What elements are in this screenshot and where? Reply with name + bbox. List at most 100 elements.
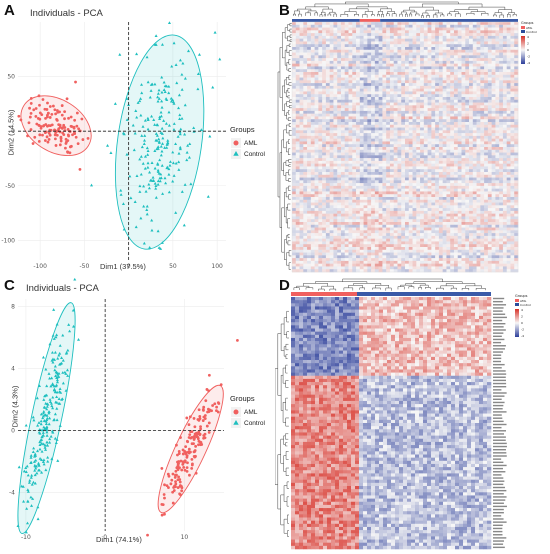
- control-point: [178, 147, 182, 151]
- heatmap-cell: [378, 66, 383, 70]
- heatmap-cell: [348, 85, 353, 89]
- heatmap-cell: [359, 30, 364, 34]
- heatmap-cell: [491, 194, 496, 198]
- heatmap-cell: [465, 41, 470, 45]
- heatmap-cell: [401, 169, 406, 173]
- heatmap-cell: [325, 105, 330, 109]
- dendrogram-branch: [425, 9, 439, 13]
- heatmap-cell: [314, 94, 319, 98]
- heatmap-cell: [453, 97, 459, 101]
- heatmap-cell: [484, 152, 489, 156]
- heatmap-cell: [487, 152, 492, 156]
- heatmap-cell: [510, 124, 515, 128]
- heatmap-cell: [307, 63, 312, 67]
- heatmap-cell: [292, 163, 297, 167]
- heatmap-cell: [405, 133, 410, 137]
- heatmap-cell: [348, 30, 353, 34]
- heatmap-cell: [484, 41, 489, 45]
- heatmap-cell: [480, 105, 485, 109]
- heatmap-cell: [397, 172, 402, 176]
- dendrogram-branch: [288, 50, 292, 56]
- heatmap-cell: [476, 72, 481, 76]
- heatmap-cell: [382, 183, 387, 187]
- heatmap-cell: [438, 205, 443, 209]
- heatmap-cell: [314, 219, 319, 223]
- heatmap-cell: [408, 52, 413, 56]
- heatmap-cell: [401, 108, 406, 112]
- heatmap-cell: [491, 222, 496, 226]
- heatmap-cell: [307, 172, 312, 176]
- heatmap-cell: [506, 127, 511, 131]
- heatmap-cell: [442, 152, 447, 156]
- heatmap-cell: [457, 49, 462, 53]
- heatmap-cell: [367, 83, 372, 87]
- heatmap-cell: [386, 197, 391, 201]
- heatmap-cell: [393, 169, 398, 173]
- heatmap-cell: [472, 69, 477, 73]
- heatmap-cell: [397, 210, 402, 214]
- heatmap-cell: [405, 47, 410, 51]
- heatmap-cell: [322, 174, 327, 178]
- heatmap-cell: [510, 30, 515, 34]
- heatmap-cell: [442, 58, 447, 62]
- heatmap-cell: [446, 149, 451, 153]
- heatmap-cell: [465, 152, 470, 156]
- heatmap-cell: [487, 210, 492, 214]
- heatmap-cell: [344, 74, 349, 78]
- heatmap-cell: [295, 144, 300, 148]
- heatmap-cell: [484, 127, 489, 131]
- heatmap-cell: [480, 197, 485, 201]
- heatmap-cell: [457, 141, 462, 145]
- heatmap-cell: [318, 147, 323, 151]
- heatmap-cell: [352, 133, 357, 137]
- heatmap-cell: [371, 69, 376, 73]
- heatmap-cell: [405, 105, 410, 109]
- heatmap-cell: [371, 24, 376, 28]
- heatmap-cell: [303, 160, 308, 164]
- heatmap-cell: [450, 202, 455, 206]
- heatmap-cell: [461, 183, 466, 187]
- heatmap-cell: [325, 224, 330, 228]
- heatmap-cell: [469, 127, 474, 131]
- control-point: [183, 76, 187, 80]
- dendrogram-branch: [284, 192, 287, 218]
- heatmap-cell: [307, 147, 312, 151]
- heatmap-cell: [472, 224, 477, 228]
- heatmap-cell: [303, 152, 308, 156]
- heatmap-cell: [420, 74, 425, 78]
- control-point: [189, 182, 193, 186]
- heatmap-cell: [337, 169, 342, 173]
- heatmap-cell: [363, 47, 368, 51]
- heatmap-cell: [325, 155, 330, 159]
- heatmap-cell: [292, 99, 297, 103]
- heatmap-cell: [310, 169, 315, 173]
- control-point: [146, 161, 150, 165]
- heatmap-cell: [438, 60, 443, 64]
- heatmap-cell: [329, 119, 334, 123]
- heatmap-cell: [405, 216, 410, 220]
- heatmap-cell: [344, 105, 349, 109]
- heatmap-cell: [310, 227, 315, 231]
- heatmap-cell: [461, 69, 466, 73]
- heatmap-cell: [382, 113, 387, 117]
- heatmap-cell: [374, 180, 379, 184]
- heatmap-cell: [431, 80, 436, 84]
- heatmap-cell: [318, 69, 323, 73]
- heatmap-cell: [295, 116, 300, 120]
- heatmap-cell: [514, 135, 519, 139]
- heatmap-cell: [374, 27, 379, 31]
- heatmap-cell: [480, 60, 485, 64]
- heatmap-cell: [337, 149, 342, 153]
- heatmap-cell: [423, 83, 428, 87]
- heatmap-cell: [514, 55, 519, 59]
- heatmap-cell: [457, 135, 462, 139]
- heatmap-cell: [307, 177, 312, 181]
- control-point: [164, 121, 168, 125]
- heatmap-cell: [427, 108, 432, 112]
- heatmap-cell: [382, 219, 387, 223]
- heatmap-cell: [389, 172, 394, 176]
- heatmap-cell: [314, 177, 319, 181]
- heatmap-cell: [446, 163, 451, 167]
- heatmap-cell: [423, 122, 428, 126]
- heatmap-cell: [431, 47, 436, 51]
